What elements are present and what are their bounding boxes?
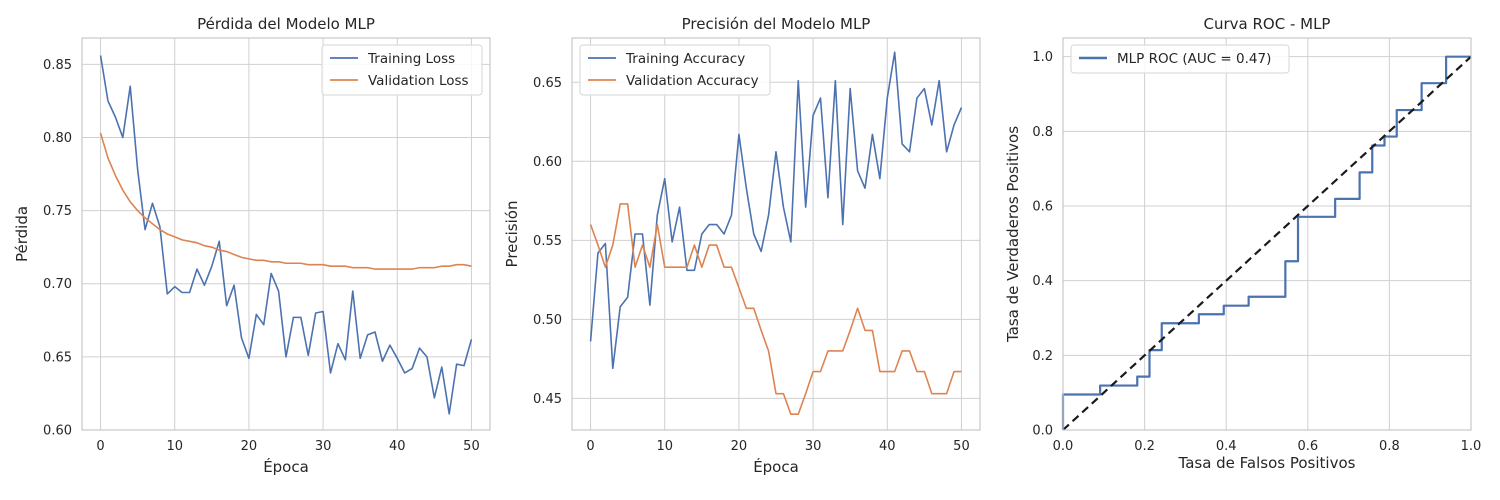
y-tick-label: 0.8 [1032,125,1053,140]
x-tick-label: 0 [586,439,594,454]
chart-title: Curva ROC - MLP [1204,15,1331,33]
y-tick-label: 0.55 [533,234,562,249]
y-tick-label: 0.80 [43,131,72,146]
x-tick-label: 10 [656,439,673,454]
y-tick-label: 0.6 [1032,200,1053,215]
y-tick-label: 0.60 [533,155,562,170]
x-tick-label: 20 [731,439,748,454]
x-tick-label: 0.6 [1297,439,1318,454]
x-tick-label: 0.4 [1216,439,1237,454]
loss-chart: 0 10 20 30 40 50 0.60 0.65 0.70 0.75 0.80 0.85 Pérdi… [13,15,491,476]
accuracy-chart: 0 10 20 30 40 50 0.45 0.50 0.55 0.60 0.65 Precisión… [503,15,981,476]
y-tick-label: 0.2 [1032,349,1053,364]
y-tick-label: 0.45 [533,392,562,407]
x-tick-label: 40 [879,439,896,454]
series-line-1 [589,203,962,415]
y-tick-label: 0.60 [43,424,72,439]
x-axis-label: Época [263,457,309,476]
series-line-0 [589,51,963,370]
plot-frame [81,37,491,431]
y-tick-label: 0.4 [1032,274,1053,289]
legend-label: MLP ROC (AUC = 0.47) [1117,51,1271,67]
y-tick-label: 0.85 [43,58,72,73]
legend: MLP ROC (AUC = 0.47) [1070,44,1290,74]
x-tick-label: 50 [953,439,970,454]
x-tick-label: 0.2 [1134,439,1155,454]
series-line-0 [99,55,473,415]
series-line-0 [1061,55,1471,430]
x-tick-label: 0.8 [1379,439,1400,454]
plot-frame [571,37,981,431]
legend-label: Validation Accuracy [626,73,759,89]
x-tick-label: 1.0 [1461,439,1482,454]
y-axis-label: Pérdida [13,206,31,262]
series-line-1 [99,132,472,270]
legend-box [579,44,771,96]
y-axis-label: Precisión [503,201,521,268]
x-tick-label: 20 [241,439,258,454]
legend-box [1070,44,1290,74]
diagonal-reference-line [1062,55,1472,431]
plot-frame [1062,37,1472,431]
x-tick-label: 10 [166,439,183,454]
legend-label: Training Accuracy [625,51,745,67]
legend: Training Loss Validation Loss [321,44,483,96]
x-tick-label: 0 [96,439,104,454]
legend-label: Validation Loss [368,73,469,89]
legend-box [321,44,483,96]
legend: Training Accuracy Validation Accuracy [579,44,771,96]
x-axis-label: Época [753,457,799,476]
y-tick-label: 0.65 [43,350,72,365]
x-tick-label: 50 [463,439,480,454]
x-axis-label: Tasa de Falsos Positivos [1178,454,1356,472]
y-axis-label: Tasa de Verdaderos Positivos [1004,126,1022,343]
legend-label: Training Loss [367,51,455,67]
y-tick-label: 0.65 [533,76,562,91]
y-tick-label: 0.0 [1032,424,1053,439]
chart-title: Pérdida del Modelo MLP [197,15,375,33]
y-tick-label: 0.70 [43,277,72,292]
x-tick-label: 30 [805,439,822,454]
roc-chart: 0.0 0.2 0.4 0.6 0.8 1.0 0.0 0.2 0.4 0.6 0.8 1.0 Curv… [1004,15,1481,472]
chart-title: Precisión del Modelo MLP [682,15,871,33]
y-tick-label: 0.75 [43,204,72,219]
y-tick-label: 0.50 [533,313,562,328]
x-tick-label: 0.0 [1053,439,1074,454]
y-tick-label: 1.0 [1032,50,1053,65]
x-tick-label: 30 [315,439,332,454]
x-tick-label: 40 [389,439,406,454]
